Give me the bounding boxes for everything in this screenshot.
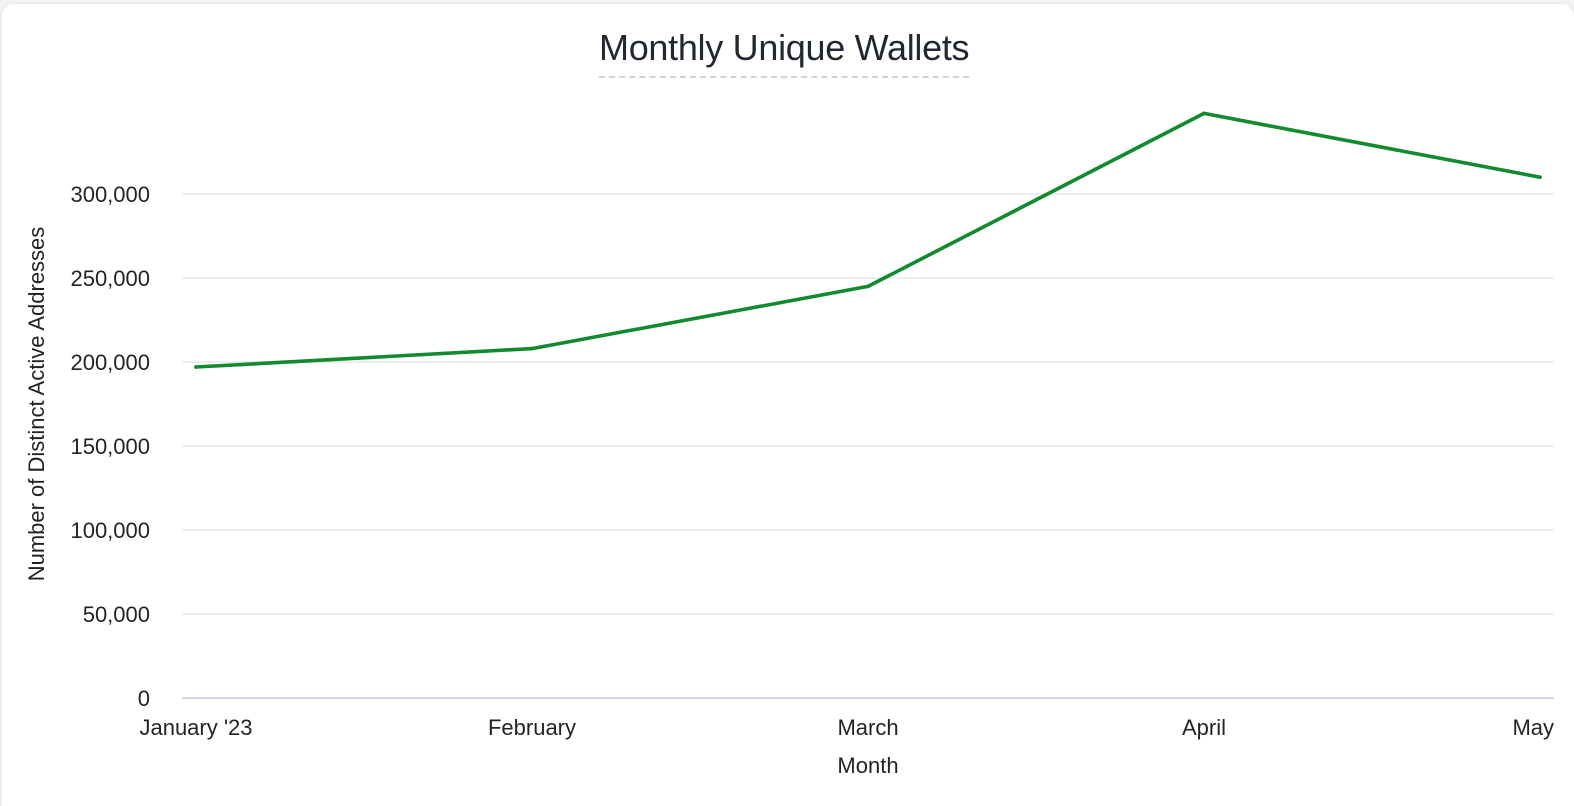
data-point[interactable] bbox=[1202, 111, 1206, 116]
data-point[interactable] bbox=[866, 284, 870, 289]
x-tick-label: February bbox=[488, 715, 576, 740]
x-axis-ticks: January '23 February March April May bbox=[139, 715, 1554, 740]
series-line[interactable] bbox=[194, 111, 1542, 369]
data-point[interactable] bbox=[530, 346, 534, 351]
y-tick-label: 200,000 bbox=[70, 350, 150, 375]
x-tick-label: March bbox=[837, 715, 898, 740]
data-point[interactable] bbox=[1538, 175, 1542, 179]
data-point[interactable] bbox=[194, 365, 198, 369]
x-axis-label: Month bbox=[837, 753, 898, 778]
y-axis-ticks: 0 50,000 100,000 150,000 200,000 250,000 300,0… bbox=[70, 182, 150, 711]
chart-title: Monthly Unique Wallets bbox=[599, 26, 970, 78]
y-axis-label: Number of Distinct Active Addresses bbox=[24, 227, 49, 582]
y-tick-label: 50,000 bbox=[83, 602, 150, 627]
series-layer bbox=[194, 111, 1542, 369]
y-tick-label: 300,000 bbox=[70, 182, 150, 207]
gridlines bbox=[182, 193, 1554, 699]
chart-card bbox=[2, 4, 1574, 806]
y-tick-label: 250,000 bbox=[70, 266, 150, 291]
x-tick-label: January '23 bbox=[139, 715, 252, 740]
x-tick-label: April bbox=[1182, 715, 1226, 740]
x-tick-label: May bbox=[1512, 715, 1554, 740]
y-tick-label: 150,000 bbox=[70, 434, 150, 459]
y-tick-label: 0 bbox=[138, 686, 150, 711]
y-tick-label: 100,000 bbox=[70, 518, 150, 543]
